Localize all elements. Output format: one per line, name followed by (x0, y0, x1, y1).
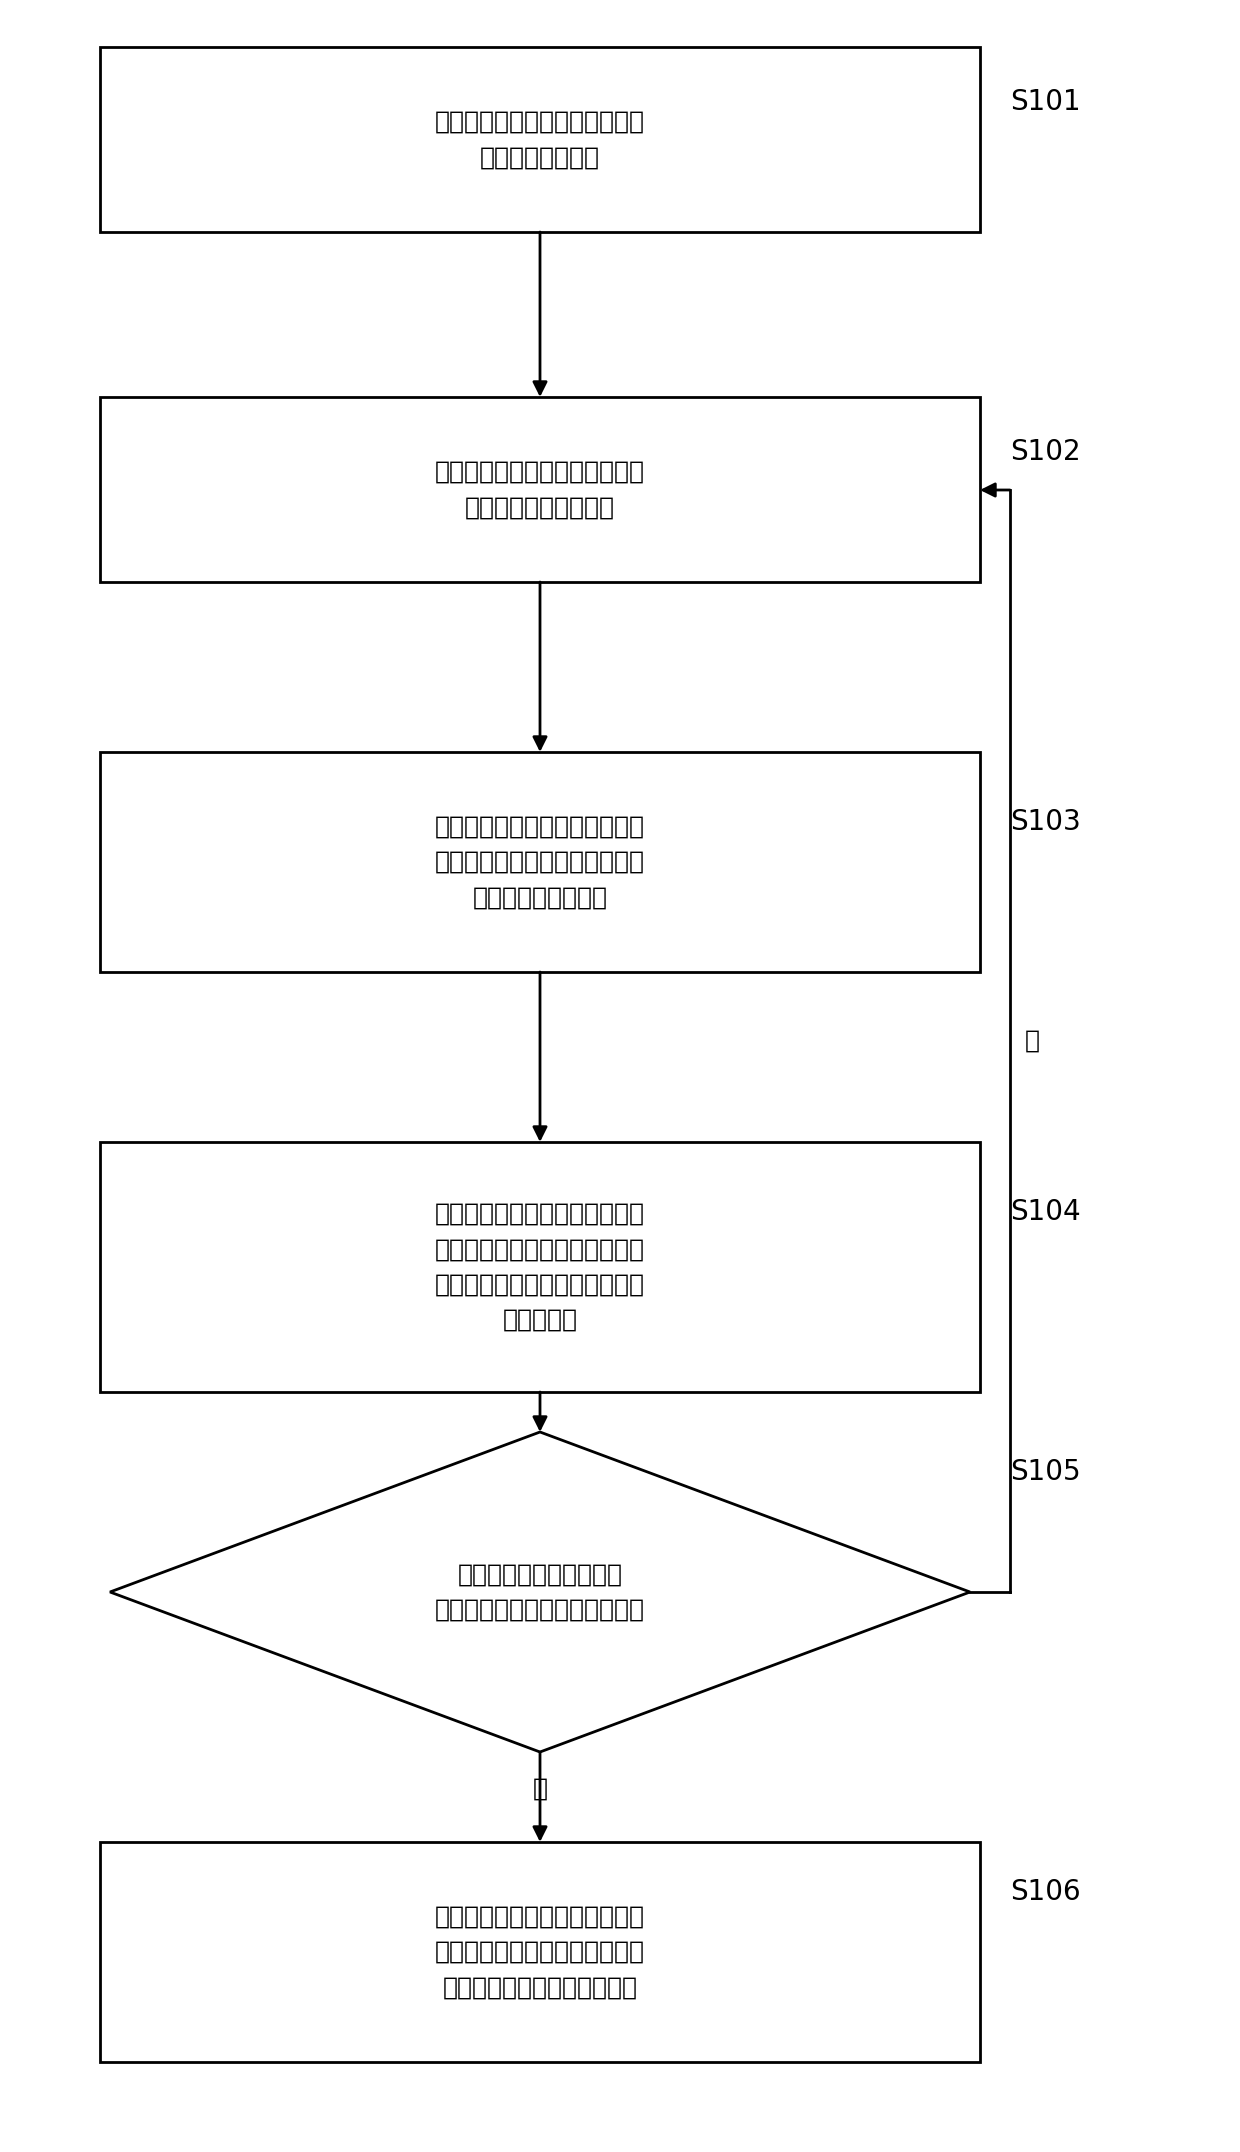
Text: S101: S101 (1011, 88, 1080, 116)
Bar (100, 1842, 980, 2062)
Text: S102: S102 (1011, 439, 1080, 467)
Text: 根据当前检测时刻的室外温度计
算建筑物实时逐时负荷: 根据当前检测时刻的室外温度计 算建筑物实时逐时负荷 (435, 461, 645, 519)
Bar (100, 751, 980, 973)
Text: 根据测量的地源热泵系统进出口
水温、流量和设备耗电量计算不
同负荷率区间下的地源热泵系统
运行能效比: 根据测量的地源热泵系统进出口 水温、流量和设备耗电量计算不 同负荷率区间下的地源… (435, 1203, 645, 1332)
Text: 计算应用地源热泵系统的建筑物
冷热负荷分布特性: 计算应用地源热泵系统的建筑物 冷热负荷分布特性 (435, 110, 645, 170)
Polygon shape (110, 1431, 970, 1752)
Bar (100, 47, 980, 232)
Bar (100, 1143, 980, 1392)
Text: S104: S104 (1011, 1199, 1080, 1227)
Text: 判断不同负荷率区间下的
运行累计时长是否大于预设时长: 判断不同负荷率区间下的 运行累计时长是否大于预设时长 (435, 1562, 645, 1623)
Text: S105: S105 (1011, 1459, 1080, 1487)
Text: 是: 是 (532, 1778, 548, 1801)
Text: S103: S103 (1011, 807, 1081, 835)
Text: S106: S106 (1011, 1879, 1080, 1907)
Text: 计算当前检测时刻的地源热泵系
统运行负荷率并更新对应负荷率
区间下运行累计时长: 计算当前检测时刻的地源热泵系 统运行负荷率并更新对应负荷率 区间下运行累计时长 (435, 816, 645, 910)
Text: 否: 否 (1025, 1029, 1040, 1052)
Bar (100, 396, 980, 581)
Text: 输出不同负荷率区间下的地源热
泵系统的平均能效比，并计算地
源热泵系统的全年综合能效比: 输出不同负荷率区间下的地源热 泵系统的平均能效比，并计算地 源热泵系统的全年综合… (435, 1905, 645, 1999)
